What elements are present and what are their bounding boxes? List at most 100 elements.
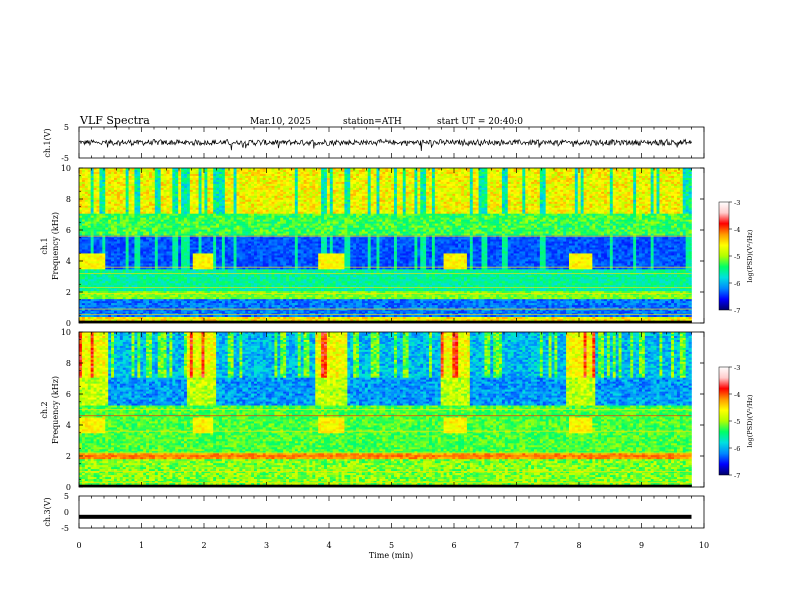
spectrogram-cell: [341, 183, 345, 187]
spectrogram-cell: [522, 193, 526, 197]
spectrogram-cell: [545, 205, 549, 209]
spectrogram-cell: [192, 177, 196, 181]
spectrogram-cell: [227, 191, 231, 195]
spectrogram-cell: [426, 181, 430, 185]
spectrogram-cell: [256, 195, 261, 199]
spectrogram-cell: [446, 199, 450, 203]
spectrogram-cell: [665, 169, 669, 173]
spectrogram-cell: [201, 203, 205, 207]
spectrogram-cell: [221, 169, 226, 173]
spectrogram-cell: [332, 168, 336, 171]
spectrogram-cell: [87, 181, 91, 185]
spectrogram-cell: [434, 199, 439, 203]
spectrogram-cell: [499, 203, 503, 207]
spectrogram-cell: [577, 209, 581, 213]
spectrogram-cell: [312, 199, 316, 203]
spectrogram-cell: [385, 173, 389, 177]
spectrogram-cell: [309, 189, 313, 193]
spectrogram-cell: [84, 213, 89, 216]
spectrogram-cell: [300, 171, 304, 175]
spectrogram-cell: [318, 201, 322, 205]
spectrogram-cell: [283, 189, 287, 193]
spectrogram-cell: [423, 181, 427, 185]
spectrogram-cell: [548, 207, 552, 211]
spectrogram-cell: [449, 189, 453, 193]
spectrogram-cell: [612, 171, 616, 175]
spectrogram-cell: [93, 177, 97, 181]
spectrogram-cell: [496, 199, 500, 203]
spectrogram-cell: [580, 199, 584, 203]
spectrogram-cell: [469, 207, 474, 211]
spectrogram-cell: [519, 179, 523, 183]
spectrogram-cell: [659, 168, 663, 171]
spectrogram-cell: [233, 169, 237, 173]
spectrogram-cell: [195, 171, 199, 175]
spectrogram-cell: [525, 181, 529, 185]
spectrogram-cell: [394, 197, 398, 201]
spectrogram-cell: [580, 197, 584, 201]
spectrogram-cell: [134, 213, 138, 216]
spectrogram-cell: [449, 179, 453, 183]
spectrogram-cell: [478, 195, 482, 199]
spectrogram-cell: [361, 171, 366, 175]
spectrogram-cell: [627, 191, 631, 195]
spectrogram-cell: [633, 193, 637, 197]
spectrogram-cell: [268, 195, 272, 199]
spectrogram-cell: [376, 169, 380, 173]
spectrogram-cell: [615, 199, 619, 203]
spectrogram-cell: [227, 209, 231, 213]
spectrogram-cell: [105, 191, 109, 195]
spectrogram-cell: [137, 173, 141, 177]
spectrogram-cell: [542, 211, 546, 215]
spectrogram-cell: [379, 205, 383, 209]
spectrogram-cell: [636, 209, 640, 213]
spectrogram-cell: [236, 169, 240, 173]
spectrogram-cell: [169, 177, 173, 181]
spectrogram-cell: [604, 175, 608, 179]
spectrogram-cell: [268, 203, 272, 207]
spectrogram-cell: [105, 168, 109, 171]
spectrogram-cell: [105, 185, 109, 189]
spectrogram-cell: [536, 211, 541, 215]
spectrogram-cell: [169, 197, 173, 201]
spectrogram-cell: [598, 181, 602, 185]
spectrogram-cell: [96, 211, 100, 215]
spectrogram-cell: [149, 168, 153, 171]
spectrogram-cell: [163, 203, 167, 207]
spectrogram-cell: [449, 203, 453, 207]
spectrogram-cell: [254, 187, 258, 191]
spectrogram-cell: [242, 201, 246, 205]
spectrogram-cell: [111, 211, 115, 215]
spectrogram-cell: [665, 185, 669, 189]
spectrogram-cell: [536, 199, 541, 203]
spectrogram-cell: [426, 177, 430, 181]
spectrogram-cell: [256, 203, 261, 207]
spectrogram-cell: [478, 193, 482, 197]
spectrogram-cell: [639, 207, 643, 211]
spectrogram-cell: [367, 177, 371, 181]
spectrogram-cell: [219, 191, 223, 195]
spectrogram-cell: [277, 175, 281, 179]
spectrogram-cell: [598, 205, 602, 209]
spectrogram-cell: [289, 169, 293, 173]
spectrogram-cell: [668, 185, 672, 189]
spectrogram-cell: [236, 175, 240, 179]
spectrogram-cell: [481, 199, 485, 203]
spectrogram-cell: [484, 209, 488, 213]
spectrogram-cell: [466, 181, 471, 185]
spectrogram-cell: [300, 185, 304, 189]
spectrogram-cell: [321, 179, 325, 183]
spectrogram-cell: [388, 169, 392, 173]
spectrogram-cell: [636, 171, 640, 175]
spectrogram-cell: [119, 171, 124, 175]
spectrogram-cell: [207, 183, 211, 187]
spectrogram-cell: [315, 175, 319, 179]
spectrogram-cell: [146, 189, 150, 193]
spectrogram-cell: [300, 197, 304, 201]
spectrogram-cell: [251, 211, 255, 215]
spectrogram-cell: [224, 195, 229, 199]
spectrogram-cell: [589, 191, 593, 195]
spectrogram-cell: [566, 171, 570, 175]
spectrogram-cell: [653, 191, 657, 195]
spectrogram-cell: [496, 211, 500, 215]
